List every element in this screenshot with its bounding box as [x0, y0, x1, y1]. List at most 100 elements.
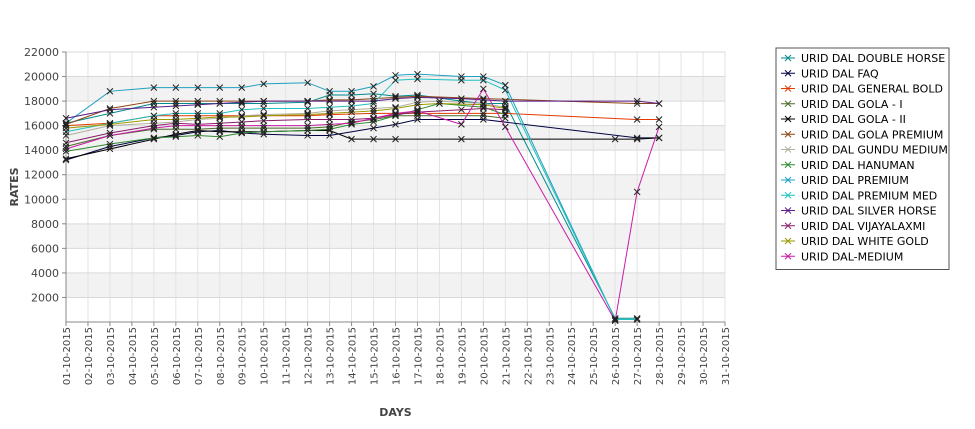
legend-item: URID DAL GOLA - II — [781, 113, 906, 126]
data-point-marker — [501, 123, 509, 131]
data-point-marker — [458, 121, 465, 128]
data-point-marker — [501, 111, 509, 118]
data-point-marker — [348, 96, 355, 104]
data-point-marker — [326, 121, 333, 128]
data-point-marker — [150, 84, 158, 91]
data-point-marker — [370, 116, 377, 123]
data-point-marker — [348, 87, 355, 95]
data-point-marker — [414, 106, 421, 114]
x-tick-label: 28-10-2015 — [655, 327, 666, 385]
data-point-marker — [304, 116, 311, 123]
data-point-marker — [216, 133, 224, 141]
data-point-marker — [62, 122, 70, 129]
data-point-marker — [62, 148, 70, 155]
data-point-marker — [238, 122, 246, 129]
data-point-marker — [458, 106, 465, 114]
data-point-marker — [172, 102, 180, 110]
data-point-marker — [611, 316, 619, 323]
data-point-marker — [62, 145, 70, 153]
data-point-marker — [655, 134, 663, 142]
legend-swatch-marker — [784, 191, 792, 199]
data-point-marker — [480, 112, 487, 120]
legend-label: URID DAL PREMIUM — [801, 174, 909, 187]
data-point-marker — [370, 97, 377, 105]
legend-item: URID DAL GUNDU MEDIUM — [781, 144, 948, 157]
data-point-marker — [216, 84, 224, 91]
data-point-marker — [458, 135, 465, 143]
data-point-marker — [392, 105, 399, 112]
data-point-marker — [260, 128, 268, 136]
data-point-marker — [370, 110, 377, 117]
data-point-marker — [304, 98, 311, 106]
y-tick-label: 14000 — [24, 144, 59, 157]
data-point-marker — [414, 94, 421, 101]
data-point-marker — [106, 129, 114, 137]
x-axis-title: DAYS — [379, 406, 412, 419]
data-point-marker — [436, 100, 443, 107]
data-point-marker — [326, 110, 333, 117]
legend-label: URID DAL FAQ — [801, 67, 879, 80]
x-tick-label: 04-10-2015 — [128, 327, 139, 385]
data-point-marker — [260, 112, 268, 120]
y-tick-label: 4000 — [31, 267, 59, 280]
x-tick-label: 30-10-2015 — [699, 327, 710, 385]
legend-item: URID DAL WHITE GOLD — [781, 235, 929, 248]
data-point-marker — [414, 91, 421, 99]
y-tick-label: 2000 — [31, 291, 59, 304]
data-point-marker — [172, 130, 180, 138]
data-point-marker — [172, 133, 180, 141]
data-point-marker — [238, 113, 246, 121]
x-tick-label: 29-10-2015 — [677, 327, 688, 385]
x-tick-label: 19-10-2015 — [457, 327, 468, 385]
data-point-marker — [655, 100, 663, 107]
data-point-marker — [260, 111, 268, 118]
data-point-marker — [238, 100, 246, 107]
data-point-marker — [633, 314, 641, 322]
data-point-marker — [348, 119, 355, 127]
data-point-marker — [106, 132, 114, 139]
data-point-marker — [370, 124, 377, 132]
data-point-marker — [194, 84, 202, 91]
data-point-marker — [62, 124, 70, 132]
x-tick-label: 24-10-2015 — [567, 327, 578, 385]
data-point-marker — [392, 111, 399, 118]
y-tick-label: 8000 — [31, 218, 59, 231]
x-tick-label: 23-10-2015 — [545, 327, 556, 385]
y-axis-title: RATES — [8, 167, 21, 206]
data-point-marker — [348, 108, 355, 116]
data-point-marker — [260, 100, 268, 107]
data-point-marker — [501, 86, 509, 94]
data-point-marker — [194, 127, 202, 134]
data-point-marker — [106, 122, 114, 129]
data-point-marker — [238, 98, 246, 106]
data-point-marker — [172, 97, 180, 105]
data-point-marker — [480, 96, 487, 104]
data-point-marker — [458, 95, 465, 102]
data-point-marker — [501, 105, 509, 112]
data-point-marker — [172, 122, 180, 129]
y-tick-labels: 2000 4000 6000 8000 10000 12000 14000 16000 1800… — [24, 46, 66, 304]
legend-item: URID DAL PREMIUM MED — [781, 189, 937, 202]
data-point-marker — [370, 135, 377, 143]
vertical-grid-lines — [65, 52, 726, 322]
data-point-marker — [304, 124, 311, 132]
data-point-marker — [392, 95, 399, 102]
y-tick-label: 20000 — [24, 71, 59, 84]
x-tick-label: 08-10-2015 — [216, 327, 227, 385]
data-point-marker — [370, 95, 377, 102]
data-point-marker — [150, 124, 158, 132]
data-point-marker — [633, 100, 641, 107]
data-point-marker — [216, 112, 224, 120]
data-point-marker — [150, 122, 158, 129]
series-line-4 — [65, 115, 506, 147]
data-point-marker — [326, 116, 333, 123]
data-point-marker — [370, 105, 377, 112]
legend-label: URID DAL GOLA - II — [801, 113, 906, 126]
data-point-marker — [216, 114, 224, 122]
data-point-marker — [238, 97, 246, 105]
data-point-marker — [260, 117, 268, 125]
legend-item: URID DAL PREMIUM — [781, 174, 909, 187]
legend-label: URID DAL SILVER HORSE — [801, 205, 937, 218]
data-point-marker — [480, 103, 487, 111]
data-point-marker — [392, 112, 399, 120]
